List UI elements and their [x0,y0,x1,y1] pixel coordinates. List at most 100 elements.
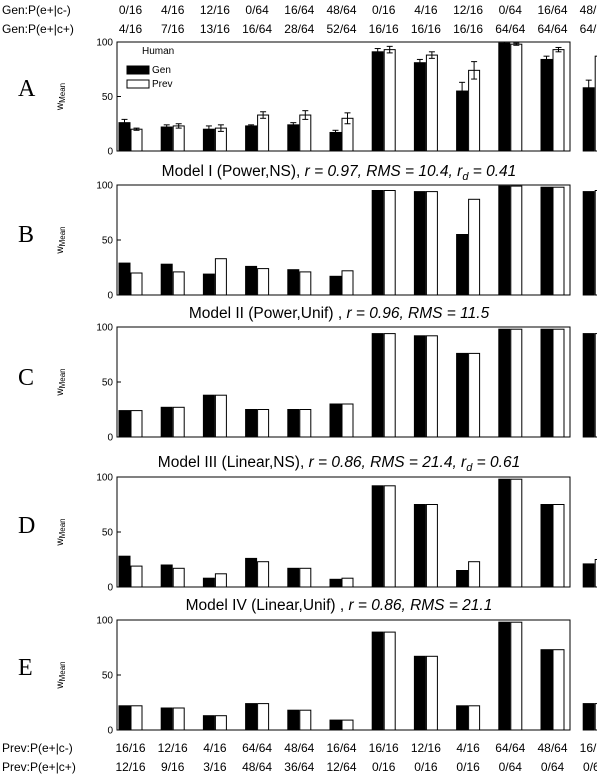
bar-prev [130,128,143,152]
bar-gen [582,563,595,588]
bar-gen [329,131,342,152]
bar-prev [214,715,227,731]
condition-value: 64/64 [495,741,525,755]
bar-gen [371,51,384,152]
bar-prev [552,504,565,588]
bar-prev [594,559,597,588]
bar-gen [371,485,384,588]
bar-gen [540,186,553,296]
condition-row: Prev:P(e+|c-) 16/16 12/16 4/16 64/64 48/64 16/… [2,741,597,755]
panel-letter: B [18,222,34,248]
bar-prev [383,190,396,296]
panel-title-part: r = 0.86, RMS = 21.1 [348,597,492,614]
bar-prev [130,272,143,296]
condition-row: Prev:P(e+|c+) 12/16 9/16 3/16 48/64 36/64 12/6… [2,760,597,774]
bar-prev [299,709,312,731]
bar-gen [160,126,173,152]
condition-value: 0/64 [541,760,565,774]
bar-gen [413,62,426,152]
bar-gen [118,555,131,588]
bar-prev [468,561,481,588]
y-axis-label-main: w [55,102,66,111]
y-axis-label-main: w [55,681,66,690]
bar-gen [498,185,511,296]
condition-value: 12/16 [453,3,483,17]
bar-gen [160,564,173,588]
condition-value: 64/64 [495,22,525,36]
bar-prev [299,409,312,438]
bar-gen [287,124,300,152]
condition-value: 0/64 [583,760,597,774]
condition-value: 12/64 [326,760,356,774]
condition-value: 0/16 [119,3,143,17]
y-tick-label: 0 [107,583,113,594]
condition-row-label: Prev:P(e+|c-) [2,741,73,755]
bar-prev [172,567,185,588]
bar-gen [245,265,258,296]
condition-value: 16/64 [242,22,272,36]
panel-letter: D [18,513,35,539]
y-axis-label-sub: Mean [58,518,67,538]
y-axis-label-main: w [55,388,66,397]
condition-value: 0/16 [414,760,438,774]
condition-value: 4/16 [414,3,438,17]
condition-value: 3/16 [203,760,227,774]
bar-gen [582,191,595,296]
bar-prev [510,43,523,152]
bar-prev [425,191,438,296]
condition-value: 48/64 [284,741,314,755]
bar-prev [299,271,312,296]
bar-gen [202,715,215,731]
bar-prev [510,185,523,296]
y-axis-label: wMean [55,518,67,546]
condition-row-label: Prev:P(e+|c+) [2,760,76,774]
bar-gen [287,567,300,588]
bar-gen [118,122,131,152]
bar-prev [257,114,270,152]
condition-value: 7/16 [161,22,185,36]
panel-title-part: = 0.41 [468,163,516,180]
panel-b: B Model I (Power,NS), r = 0.97, RMS = 10.… [18,163,597,302]
panel-title: Model III (Linear,NS), r = 0.86, RMS = 2… [158,454,520,474]
bar-prev [552,649,565,731]
y-axis-label-sub: Mean [58,368,67,388]
panel-title: Model IV (Linear,Unif) , r = 0.86, RMS =… [186,597,493,614]
condition-value: 16/64 [580,741,597,755]
condition-value: 64/64 [580,22,597,36]
bar-prev [594,333,597,438]
panel-letter: C [18,365,34,391]
bar-gen [371,333,384,438]
legend-swatch-prev [126,79,150,89]
condition-value: 16/16 [369,741,399,755]
bar-prev [383,485,396,588]
panel-title-part: Model IV (Linear,Unif) , [186,597,349,614]
panel-title: Model II (Power,Unif) , r = 0.96, RMS = … [189,305,490,322]
panel-a: A 0 50 100 wMean Human Gen Prev [18,38,597,158]
bar-gen [245,409,258,438]
y-tick-label: 100 [96,181,113,192]
panel-title-part: Model I (Power,NS), [162,163,305,180]
condition-row-label: Gen:P(e+|c-) [2,3,71,17]
condition-value: 16/64 [326,741,356,755]
condition-value: 4/16 [203,741,227,755]
bar-prev [468,198,481,296]
panel-title-part: r = 0.97, RMS = 10.4, r [305,163,463,180]
bar-prev [257,561,270,588]
y-tick-label: 50 [102,528,114,539]
bar-prev [425,335,438,438]
bar-gen [456,705,469,731]
bar-prev [425,655,438,731]
condition-value: 64/64 [242,741,272,755]
bar-gen [540,328,553,438]
bar-gen [498,328,511,438]
bar-prev [425,54,438,152]
condition-value: 16/16 [115,741,145,755]
condition-value: 13/16 [200,22,230,36]
bar-prev [130,705,143,731]
panel-title-part: Model II (Power,Unif) , [189,305,347,322]
bar-gen [245,703,258,731]
y-tick-label: 100 [96,323,113,334]
bar-gen [329,403,342,438]
bar-prev [510,621,523,731]
y-axis-label-sub: Mean [58,661,67,681]
